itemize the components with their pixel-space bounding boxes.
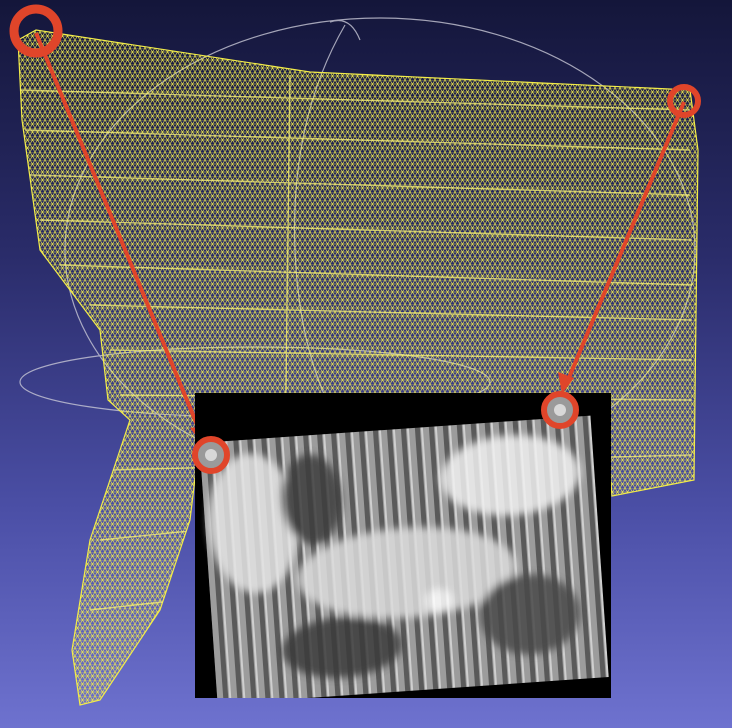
texture-image-inset [195,393,611,698]
marker-top-left-icon[interactable] [9,4,63,58]
texture-image [199,415,609,698]
marker-top-right-icon[interactable] [667,84,701,118]
arrow-right [558,101,686,394]
